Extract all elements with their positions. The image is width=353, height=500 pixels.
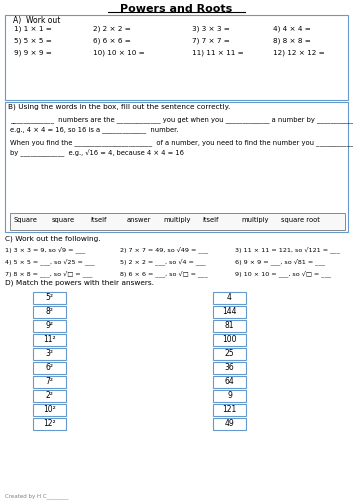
FancyBboxPatch shape [5,102,348,232]
Text: 8) 8 × 8 =: 8) 8 × 8 = [273,38,311,44]
Text: 9) 9 × 9 =: 9) 9 × 9 = [14,50,52,56]
Text: itself: itself [90,217,106,223]
Text: 1) 3 × 3 = 9, so √9 = ___: 1) 3 × 3 = 9, so √9 = ___ [5,246,85,252]
Text: 2²: 2² [46,392,53,400]
FancyBboxPatch shape [213,320,246,332]
Text: multiply: multiply [163,217,191,223]
Text: 5) 5 × 5 =: 5) 5 × 5 = [14,38,52,44]
Text: 9: 9 [227,392,232,400]
Text: 10) 10 × 10 =: 10) 10 × 10 = [93,50,145,56]
Text: 4) 5 × 5 = ___, so √25 = ___: 4) 5 × 5 = ___, so √25 = ___ [5,258,95,264]
FancyBboxPatch shape [33,418,66,430]
Text: itself: itself [202,217,219,223]
FancyBboxPatch shape [5,15,348,100]
Text: square root: square root [281,217,320,223]
Text: Powers and Roots: Powers and Roots [120,4,232,14]
Text: Square: Square [14,217,38,223]
Text: C) Work out the following.: C) Work out the following. [5,235,101,242]
Text: B) Using the words in the box, fill out the sentence correctly.: B) Using the words in the box, fill out … [8,104,231,110]
Text: 36: 36 [225,364,234,372]
FancyBboxPatch shape [33,292,66,304]
FancyBboxPatch shape [213,362,246,374]
Text: 8) 6 × 6 = ___, so √□ = ___: 8) 6 × 6 = ___, so √□ = ___ [120,270,208,276]
FancyBboxPatch shape [213,404,246,416]
Text: 7) 8 × 8 = ___, so √□ = ___: 7) 8 × 8 = ___, so √□ = ___ [5,270,92,276]
FancyBboxPatch shape [33,390,66,402]
Text: 2) 2 × 2 =: 2) 2 × 2 = [93,26,131,32]
Text: 5) 2 × 2 = ___, so √4 = ___: 5) 2 × 2 = ___, so √4 = ___ [120,258,206,264]
Text: 7) 7 × 7 =: 7) 7 × 7 = [192,38,230,44]
Text: 64: 64 [225,378,234,386]
Text: 4: 4 [227,294,232,302]
FancyBboxPatch shape [33,376,66,388]
Text: When you find the _______________________  of a number, you need to find the num: When you find the ______________________… [10,139,353,146]
Text: by _____________  e.g., √16 = 4, because 4 × 4 = 16: by _____________ e.g., √16 = 4, because … [10,149,184,156]
Text: 12) 12 × 12 =: 12) 12 × 12 = [273,50,325,56]
Text: e.g., 4 × 4 = 16, so 16 is a _____________  number.: e.g., 4 × 4 = 16, so 16 is a ___________… [10,126,179,132]
FancyBboxPatch shape [213,390,246,402]
Text: 2) 7 × 7 = 49, so √49 = ___: 2) 7 × 7 = 49, so √49 = ___ [120,246,208,252]
Text: _____________  numbers are the _____________ you get when you _____________ a nu: _____________ numbers are the __________… [10,116,353,122]
Text: 1) 1 × 1 =: 1) 1 × 1 = [14,26,52,32]
FancyBboxPatch shape [213,292,246,304]
Text: 100: 100 [222,336,237,344]
Text: 3) 3 × 3 =: 3) 3 × 3 = [192,26,230,32]
Text: answer: answer [127,217,151,223]
Text: Created by H C________: Created by H C________ [5,493,68,498]
Text: 8²: 8² [46,308,53,316]
Text: D) Match the powers with their answers.: D) Match the powers with their answers. [5,279,154,285]
Text: 9²: 9² [46,322,54,330]
Text: 4) 4 × 4 =: 4) 4 × 4 = [273,26,311,32]
FancyBboxPatch shape [33,320,66,332]
Text: 25: 25 [225,350,234,358]
Text: 121: 121 [222,406,237,414]
Text: 5²: 5² [46,294,54,302]
Text: 12²: 12² [43,420,56,428]
FancyBboxPatch shape [213,306,246,318]
FancyBboxPatch shape [213,348,246,360]
Text: 7²: 7² [46,378,54,386]
Text: 11²: 11² [43,336,56,344]
Text: 49: 49 [225,420,234,428]
Text: multiply: multiply [241,217,269,223]
Text: A)  Work out: A) Work out [13,16,60,25]
Text: 3²: 3² [46,350,54,358]
Text: 10²: 10² [43,406,56,414]
FancyBboxPatch shape [33,404,66,416]
FancyBboxPatch shape [213,334,246,346]
FancyBboxPatch shape [10,213,345,230]
FancyBboxPatch shape [33,306,66,318]
FancyBboxPatch shape [213,418,246,430]
Text: 6) 6 × 6 =: 6) 6 × 6 = [93,38,131,44]
FancyBboxPatch shape [213,376,246,388]
Text: 3) 11 × 11 = 121, so √121 = ___: 3) 11 × 11 = 121, so √121 = ___ [235,246,340,252]
Text: 9) 10 × 10 = ___, so √□ = ___: 9) 10 × 10 = ___, so √□ = ___ [235,270,331,276]
Text: 11) 11 × 11 =: 11) 11 × 11 = [192,50,244,56]
Text: 6²: 6² [46,364,54,372]
Text: 81: 81 [225,322,234,330]
FancyBboxPatch shape [33,334,66,346]
FancyBboxPatch shape [33,362,66,374]
Text: square: square [52,217,75,223]
Text: 6) 9 × 9 = ___, so √81 = ___: 6) 9 × 9 = ___, so √81 = ___ [235,258,325,264]
FancyBboxPatch shape [33,348,66,360]
Text: 144: 144 [222,308,237,316]
